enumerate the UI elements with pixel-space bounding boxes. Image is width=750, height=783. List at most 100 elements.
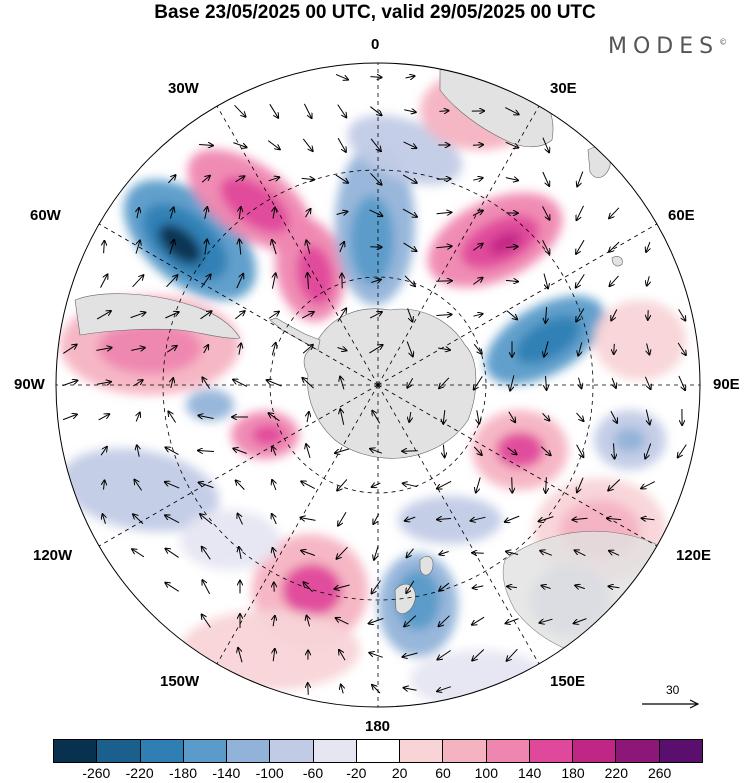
wind-vector [473,586,484,588]
wind-vector [436,315,451,316]
anomaly-blob [410,650,550,707]
colorbar-swatch [486,740,530,762]
wind-vector [104,480,105,490]
colorbar-tick-label: -60 [302,765,324,781]
meridian [377,105,540,386]
wind-vector [437,480,452,488]
wind-vector [611,309,618,321]
wind-vector [404,275,415,286]
anomaly-blob [515,316,581,364]
wind-vector [473,244,482,251]
wind-vector [171,378,173,389]
wind-vector [233,449,247,454]
wind-vector [369,617,384,623]
wind-vector [103,514,106,524]
wind-vector [405,76,415,78]
wind-vector [335,174,348,183]
colorbar-swatch [54,740,98,762]
wind-vector [576,274,585,287]
wind-vector [439,552,449,555]
wind-vector [372,685,381,694]
meridian [216,105,379,386]
colorbar-tick-label: -20 [346,765,367,781]
wind-vector [545,307,546,323]
wind-vector [403,141,417,148]
wind-vector [476,477,481,493]
wind-vector [302,378,314,389]
wind-vector [272,240,277,255]
wind-vector [403,652,418,657]
wind-vector [337,479,348,490]
wind-vector [370,77,381,78]
wind-vector [473,278,482,285]
anomaly-blob [180,510,280,570]
anomaly-blob [98,322,202,374]
wind-vector [647,343,650,355]
wind-vector [406,580,415,593]
wind-vector [540,619,553,623]
wind-vector [272,447,276,456]
wind-vector [472,145,483,146]
wind-vector [439,377,450,388]
wind-vector [403,242,417,251]
wind-vector [100,274,108,288]
wind-vector [303,582,313,593]
wind-vector [233,380,248,387]
wind-vector [307,412,309,423]
wind-vector [546,477,547,493]
wind-vector [471,517,486,521]
meridian [377,384,540,665]
wind-vector [272,343,275,356]
wind-vector [239,547,241,559]
wind-vector [202,580,211,595]
wind-vector [200,275,210,288]
wind-vector [437,519,452,520]
colorbar-tick-label: 220 [604,765,629,781]
wind-vector [308,273,309,290]
wind-vector [340,409,343,425]
wind-vector [198,451,215,452]
wind-vector [576,444,584,457]
wind-vector [301,178,315,179]
wind-vector [577,477,584,493]
wind-vector [505,141,519,147]
wind-vector [239,207,241,220]
wind-vector [239,239,241,255]
wind-vector [644,376,650,389]
colorbar-tick-label: 180 [561,765,585,781]
wind-vector [614,443,615,458]
wind-vector [198,416,214,419]
anomaly-blob [220,176,290,234]
wind-vector [301,481,316,490]
wind-vector [165,515,180,524]
wind-vector [369,312,382,319]
wind-vector [165,482,180,489]
anomaly-blob [398,496,502,544]
wind-vector [306,444,311,459]
map-border [55,62,701,708]
wind-vector [645,443,652,459]
wind-vector [334,584,350,589]
anomaly-blob [252,425,284,445]
wind-vector [542,240,550,253]
wind-vector [202,615,211,628]
wind-vector [166,447,179,456]
wind-vector [473,314,482,316]
wind-vector [166,346,177,353]
wind-vector [134,480,143,491]
wind-vector [168,412,177,423]
graticule [56,63,700,707]
wind-vector [337,546,348,559]
colorbar-tick-label: 260 [647,765,672,781]
wind-vector [96,348,111,351]
wind-vector [96,311,111,320]
wind-vector [308,683,309,695]
wind-vector [543,273,548,289]
wind-vector [542,137,549,153]
lon-label-60w: 60W [30,207,61,224]
wind-vector [439,582,450,591]
wind-vector [200,311,212,320]
wind-vector [403,483,418,486]
colorbar-swatch [227,740,271,762]
wind-vector [512,477,513,492]
